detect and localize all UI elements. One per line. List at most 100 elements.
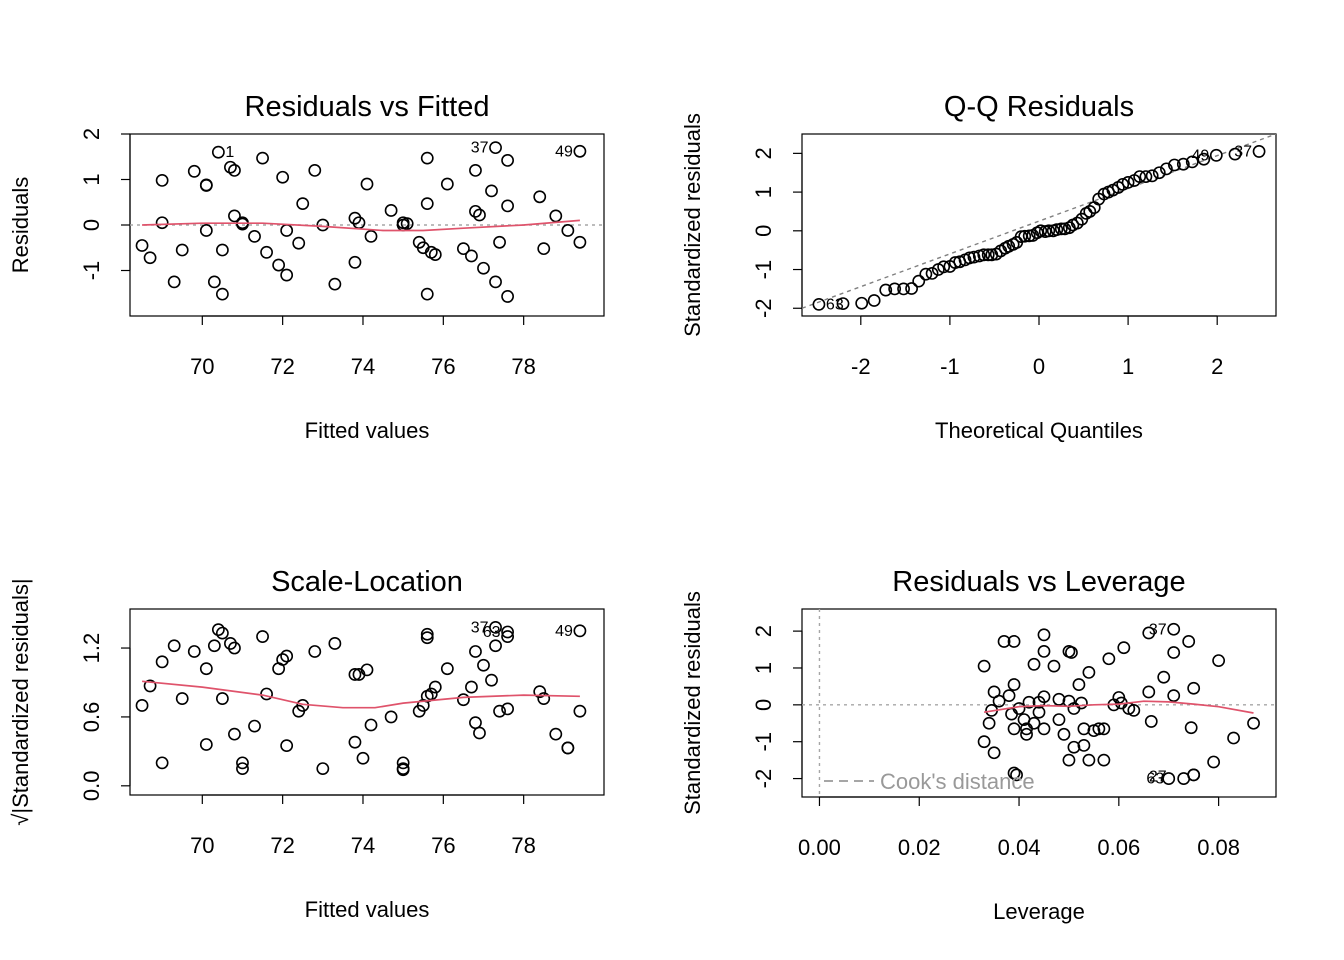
data-point <box>236 762 249 775</box>
data-point <box>1139 170 1153 183</box>
data-point <box>292 236 306 250</box>
data-point <box>1116 177 1130 191</box>
data-point <box>937 260 951 274</box>
data-point <box>207 639 221 653</box>
x-tick-label: 2 <box>1211 354 1223 379</box>
point-id-label: 27 <box>1149 769 1167 786</box>
data-point <box>428 248 442 261</box>
data-point <box>1075 696 1088 710</box>
x-tick-label: -2 <box>851 354 871 379</box>
data-point <box>276 170 290 184</box>
data-point <box>228 641 241 655</box>
data-point <box>1144 715 1158 728</box>
data-point <box>485 184 498 198</box>
data-point <box>1007 678 1021 691</box>
data-point <box>977 248 991 262</box>
cooks-distance-legend-label: Cook's distance <box>880 769 1035 794</box>
data-points <box>977 622 1260 785</box>
data-point <box>493 235 506 249</box>
chart-title: Scale-Location <box>271 566 463 598</box>
y-axis-label: √|Standardized residuals| <box>8 578 33 825</box>
x-tick-label: 0.00 <box>798 835 841 860</box>
data-point <box>1052 692 1066 706</box>
data-point <box>215 243 229 257</box>
x-tick-label: 74 <box>351 354 375 379</box>
data-point <box>812 297 826 311</box>
data-point <box>1142 626 1156 640</box>
data-point <box>982 716 996 730</box>
data-point <box>888 282 902 296</box>
x-tick-label: 70 <box>190 833 214 858</box>
data-point <box>215 692 229 705</box>
data-point <box>573 235 587 249</box>
data-point <box>1157 670 1171 684</box>
data-point <box>981 248 995 262</box>
data-point <box>1152 166 1166 180</box>
data-point <box>489 620 502 634</box>
data-point <box>1168 158 1181 172</box>
x-tick-label: 1 <box>1122 354 1134 379</box>
smooth-line <box>142 219 580 232</box>
y-tick-label: -1 <box>751 732 776 752</box>
data-point <box>573 624 587 638</box>
data-point <box>280 739 294 753</box>
data-point <box>207 275 221 289</box>
data-point <box>1187 681 1201 695</box>
data-point <box>473 208 486 222</box>
chart-title: Residuals vs Fitted <box>245 91 490 123</box>
data-point <box>1167 622 1181 636</box>
data-point <box>384 204 398 217</box>
data-point <box>1020 727 1033 741</box>
data-point <box>1065 646 1078 659</box>
point-id-label: 63 <box>1146 771 1164 788</box>
data-point <box>501 702 514 716</box>
data-point <box>925 267 939 280</box>
qq-panel: Q-Q Residuals -2 -1 0 1 2 Theoretical Quantile… <box>680 91 1277 443</box>
data-point <box>1197 152 1211 166</box>
data-point <box>489 639 502 653</box>
point-id-label: 49 <box>555 143 573 160</box>
x-tick-label: 72 <box>270 354 294 379</box>
data-point <box>1092 722 1106 736</box>
data-point <box>1054 222 1068 236</box>
data-point <box>228 727 241 741</box>
y-tick-label: 0.0 <box>79 771 104 802</box>
data-point <box>228 163 241 177</box>
data-point <box>155 756 169 770</box>
data-point <box>215 626 229 640</box>
chart-title: Residuals vs Leverage <box>892 566 1185 598</box>
data-point <box>308 645 322 658</box>
data-point <box>977 735 991 749</box>
data-point <box>1042 224 1056 238</box>
data-point <box>424 687 438 701</box>
data-point <box>1052 713 1066 726</box>
data-point <box>1142 685 1156 699</box>
data-point <box>867 294 881 307</box>
x-tick-label: 76 <box>431 833 455 858</box>
data-point <box>272 258 286 272</box>
rvf-panel: Residuals vs Fitted 70 72 74 76 78 Fitted valu… <box>8 91 605 443</box>
y-tick-label: 2 <box>751 147 776 159</box>
data-point <box>1018 229 1032 243</box>
smooth-line <box>142 680 580 709</box>
data-point <box>248 719 261 733</box>
data-point <box>199 662 213 676</box>
data-point <box>1117 641 1131 655</box>
data-point <box>348 668 362 681</box>
point-id-label: 1 <box>225 144 234 161</box>
data-point <box>1227 731 1240 745</box>
data-point <box>211 145 225 159</box>
data-point <box>1072 678 1086 691</box>
point-id-label: 37 <box>1234 143 1252 160</box>
y-tick-label: 1 <box>79 173 104 185</box>
x-tick-label: 78 <box>511 833 535 858</box>
point-id-label: 37 <box>471 140 489 157</box>
data-point <box>561 224 575 237</box>
y-axis-label: Residuals <box>8 177 33 274</box>
data-point <box>360 663 374 677</box>
x-axis-label: Fitted values <box>305 418 430 443</box>
data-point <box>175 692 189 705</box>
data-point <box>187 645 201 658</box>
data-point <box>1176 157 1190 171</box>
